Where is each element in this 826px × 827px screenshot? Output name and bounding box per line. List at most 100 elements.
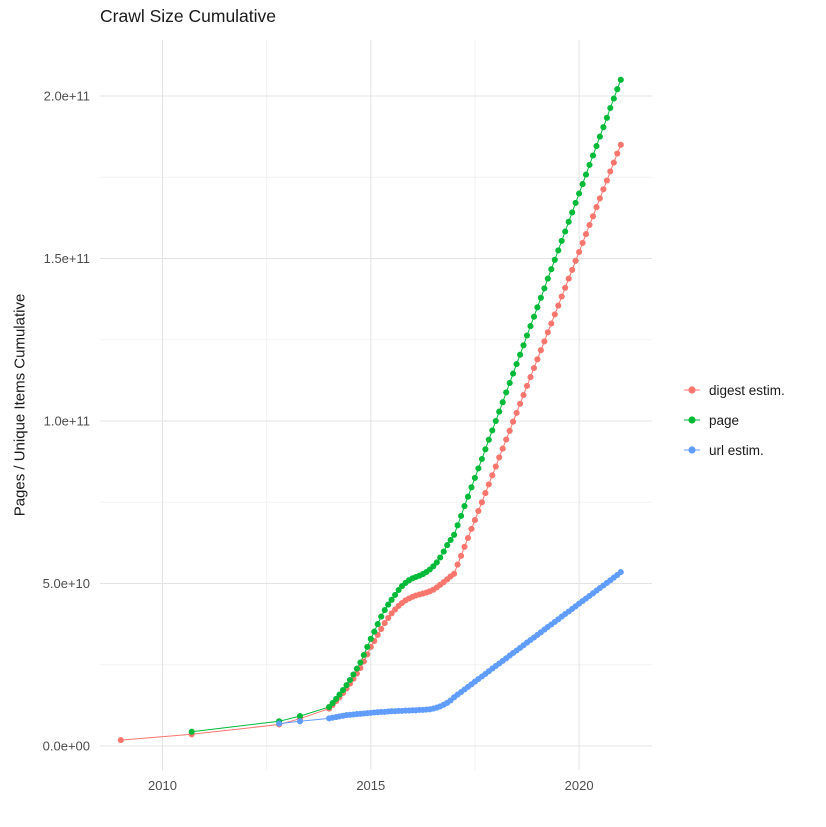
data-point — [551, 256, 558, 263]
data-point — [513, 361, 520, 368]
data-point — [499, 399, 506, 406]
legend-key-icon — [684, 416, 700, 424]
data-point — [392, 591, 399, 598]
data-point — [603, 114, 610, 121]
series-line-page — [191, 79, 622, 733]
data-point — [523, 382, 531, 389]
legend: digest estim. page url estim. — [682, 382, 785, 458]
data-point — [378, 613, 385, 620]
data-point — [614, 150, 621, 157]
data-point — [433, 559, 440, 566]
data-point — [562, 228, 569, 235]
data-point — [388, 610, 395, 617]
data-point — [517, 400, 524, 407]
data-point — [385, 601, 392, 608]
data-point — [492, 417, 499, 425]
data-point — [461, 543, 468, 550]
data-point — [440, 548, 447, 555]
data-point — [374, 621, 381, 628]
y-tick-label: 0.0e+00 — [43, 739, 90, 754]
data-point — [451, 531, 458, 538]
data-point — [510, 370, 517, 377]
data-point — [353, 665, 360, 672]
data-point — [572, 199, 579, 206]
data-point — [614, 86, 621, 93]
data-point — [558, 293, 565, 300]
data-point — [485, 436, 492, 443]
data-point — [520, 342, 527, 349]
data-point — [468, 525, 475, 532]
x-tick-label: 2020 — [565, 778, 594, 793]
data-point — [444, 542, 451, 549]
series-points-page — [188, 76, 624, 735]
data-point — [527, 323, 534, 330]
data-point — [471, 517, 478, 524]
data-point — [388, 596, 395, 603]
data-point — [600, 186, 607, 193]
data-point — [513, 409, 520, 416]
data-point — [503, 436, 510, 443]
data-point — [378, 625, 385, 633]
data-point — [454, 561, 461, 568]
data-point — [537, 294, 544, 301]
data-point — [569, 266, 576, 273]
data-point — [346, 676, 354, 684]
data-point — [329, 700, 336, 707]
legend-key-icon — [684, 446, 700, 454]
data-point — [534, 304, 541, 311]
data-point — [600, 124, 607, 131]
legend-item-page: page — [682, 412, 785, 428]
data-point — [296, 718, 304, 725]
data-point — [607, 104, 614, 112]
legend-item-url-estim-: url estim. — [682, 442, 785, 458]
data-point — [371, 628, 378, 635]
data-point — [530, 364, 538, 372]
data-point — [520, 391, 527, 399]
data-point — [296, 713, 304, 720]
data-point — [506, 379, 513, 387]
data-point — [589, 152, 597, 159]
data-point — [593, 143, 600, 150]
data-point — [610, 159, 617, 166]
data-point — [454, 522, 461, 529]
data-point — [367, 635, 374, 642]
data-point — [492, 463, 499, 470]
data-point — [468, 484, 475, 491]
data-point — [582, 231, 590, 238]
data-point — [385, 614, 392, 622]
data-point — [485, 481, 492, 488]
data-point — [603, 177, 610, 184]
data-point — [517, 351, 524, 358]
data-point — [548, 320, 555, 327]
data-point — [544, 275, 551, 282]
series-points-url-estim- — [276, 569, 624, 727]
legend-label: url estim. — [709, 442, 764, 458]
data-point — [458, 512, 465, 519]
data-point — [596, 195, 603, 202]
data-point — [589, 213, 597, 220]
data-point — [496, 408, 503, 415]
data-point — [489, 427, 496, 434]
data-point — [461, 503, 468, 510]
data-point — [464, 493, 472, 500]
chart-title: Crawl Size Cumulative — [100, 6, 277, 26]
x-tick-label: 2010 — [148, 778, 177, 793]
data-point — [544, 329, 551, 336]
y-tick-label: 1.0e+11 — [44, 414, 90, 429]
data-point — [555, 302, 562, 309]
data-point — [617, 141, 624, 148]
data-point — [510, 418, 517, 425]
data-point — [593, 204, 600, 211]
data-point — [475, 507, 482, 515]
data-point — [499, 445, 506, 452]
data-point — [326, 703, 333, 711]
legend-label: digest estim. — [709, 382, 785, 398]
data-point — [541, 285, 548, 292]
data-point — [551, 311, 558, 318]
data-point — [496, 454, 503, 461]
data-point — [610, 95, 617, 102]
data-point — [437, 554, 444, 561]
data-point — [478, 455, 485, 463]
data-point — [489, 472, 496, 479]
